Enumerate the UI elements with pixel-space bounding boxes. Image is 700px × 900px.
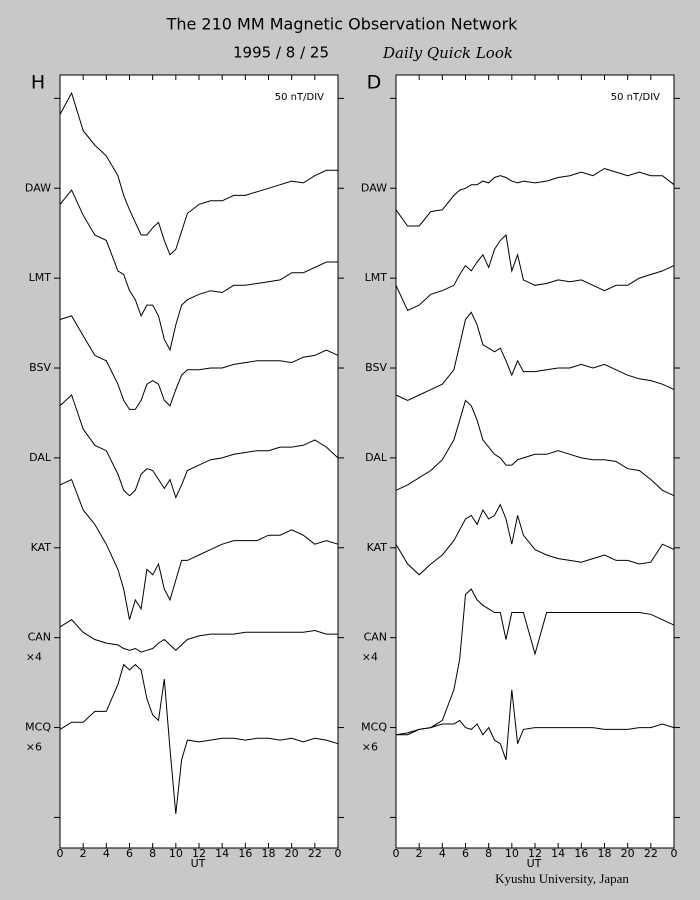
x-tick-label: 22	[308, 847, 322, 860]
trace	[59, 394, 339, 499]
scale-label: ×4	[26, 651, 42, 664]
x-tick-label: 14	[551, 847, 565, 860]
x-tick-label: 0	[393, 847, 400, 860]
subtitle: Daily Quick Look	[382, 44, 513, 62]
trace	[59, 663, 339, 814]
x-tick-label: 10	[169, 847, 183, 860]
trace	[395, 503, 675, 576]
y-tick-label: MCQ	[361, 721, 387, 734]
y-tick-label: KAT	[367, 541, 388, 554]
trace	[395, 399, 675, 497]
x-tick-label: 20	[621, 847, 635, 860]
scale-label: ×6	[26, 741, 42, 754]
y-tick-label: LMT	[29, 271, 52, 284]
y-tick-label: KAT	[31, 541, 52, 554]
trace	[59, 315, 339, 410]
x-tick-label: 22	[644, 847, 658, 860]
y-tick-label: DAL	[365, 451, 388, 464]
y-tick-label: DAL	[29, 451, 52, 464]
x-tick-label: 20	[285, 847, 299, 860]
trace	[59, 478, 339, 620]
x-tick-label: 2	[416, 847, 423, 860]
x-axis-label: UT	[191, 857, 206, 870]
title: The 210 MM Magnetic Observation Network	[166, 15, 519, 34]
y-tick-label: CAN	[28, 631, 51, 644]
trace	[59, 91, 338, 256]
scale-label: ×4	[362, 651, 378, 664]
x-tick-label: 0	[671, 847, 678, 860]
annotation: 50 nT/DIV	[275, 92, 324, 103]
annotation: 50 nT/DIV	[611, 92, 660, 103]
x-tick-label: 16	[574, 847, 588, 860]
y-tick-label: BSV	[29, 361, 51, 374]
x-tick-label: 12	[528, 847, 542, 860]
x-tick-label: 8	[149, 847, 156, 860]
x-tick-label: 18	[262, 847, 276, 860]
x-tick-label: 8	[485, 847, 492, 860]
trace	[395, 233, 675, 312]
y-tick-label: DAW	[25, 181, 51, 194]
trace	[59, 189, 338, 352]
trace	[395, 588, 675, 736]
x-tick-label: 6	[126, 847, 133, 860]
y-tick-label: DAW	[361, 181, 387, 194]
trace	[395, 311, 675, 401]
panel-label: H	[31, 72, 45, 94]
trace	[395, 167, 675, 227]
footer: Kyushu University, Japan	[495, 871, 629, 886]
panel-label: D	[367, 72, 382, 94]
plot-area	[395, 74, 675, 849]
date: 1995 / 8 / 25	[233, 44, 329, 62]
trace	[396, 689, 675, 761]
x-tick-label: 0	[335, 847, 342, 860]
x-tick-label: 4	[439, 847, 446, 860]
x-axis-label: UT	[527, 857, 542, 870]
trace	[59, 619, 338, 653]
x-tick-label: 16	[238, 847, 252, 860]
x-tick-label: 2	[80, 847, 87, 860]
plot-area	[59, 74, 339, 849]
x-tick-label: 10	[505, 847, 519, 860]
y-tick-label: MCQ	[25, 721, 51, 734]
y-tick-label: BSV	[365, 361, 387, 374]
x-tick-label: 6	[462, 847, 469, 860]
scale-label: ×6	[362, 741, 378, 754]
x-tick-label: 4	[103, 847, 110, 860]
x-tick-label: 12	[192, 847, 206, 860]
y-tick-label: CAN	[364, 631, 387, 644]
x-tick-label: 18	[598, 847, 612, 860]
x-tick-label: 14	[215, 847, 229, 860]
y-tick-label: LMT	[365, 271, 388, 284]
x-tick-label: 0	[57, 847, 64, 860]
